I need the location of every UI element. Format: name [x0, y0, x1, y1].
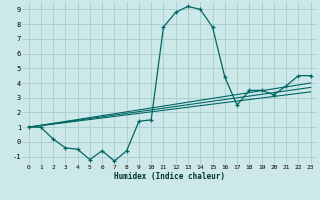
- X-axis label: Humidex (Indice chaleur): Humidex (Indice chaleur): [114, 172, 225, 181]
